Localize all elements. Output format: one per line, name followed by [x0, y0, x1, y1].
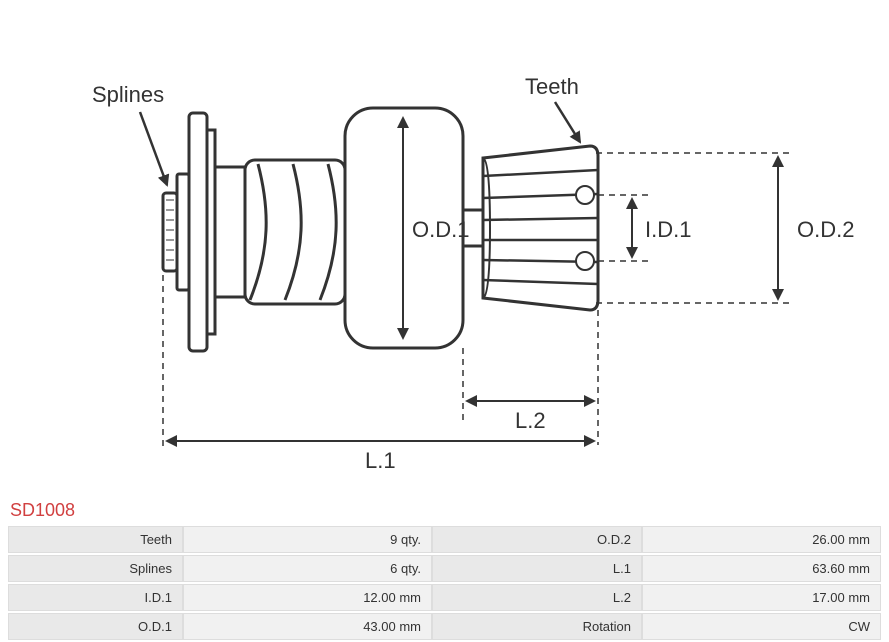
- label-splines: Splines: [92, 82, 164, 107]
- technical-diagram: O.D.1 I.D.1 O.D.2: [0, 0, 889, 490]
- spec-label: L.2: [432, 584, 642, 611]
- label-l1: L.1: [365, 448, 396, 473]
- spec-value: 43.00 mm: [183, 613, 432, 640]
- part-number: SD1008: [10, 500, 75, 521]
- table-row: O.D.1 43.00 mm Rotation CW: [8, 613, 881, 640]
- spec-label: Splines: [8, 555, 183, 582]
- spec-label: Teeth: [8, 526, 183, 553]
- spec-label: Rotation: [432, 613, 642, 640]
- table-row: I.D.1 12.00 mm L.2 17.00 mm: [8, 584, 881, 611]
- table-row: Splines 6 qty. L.1 63.60 mm: [8, 555, 881, 582]
- label-teeth: Teeth: [525, 74, 579, 99]
- spec-value: CW: [642, 613, 881, 640]
- spec-value: 17.00 mm: [642, 584, 881, 611]
- spec-label: O.D.2: [432, 526, 642, 553]
- label-od2: O.D.2: [797, 217, 854, 242]
- label-l2: L.2: [515, 408, 546, 433]
- spec-label: I.D.1: [8, 584, 183, 611]
- spec-value: 9 qty.: [183, 526, 432, 553]
- label-od1: O.D.1: [412, 217, 469, 242]
- spec-value: 26.00 mm: [642, 526, 881, 553]
- specs-tbody: Teeth 9 qty. O.D.2 26.00 mm Splines 6 qt…: [8, 526, 881, 640]
- table-row: Teeth 9 qty. O.D.2 26.00 mm: [8, 526, 881, 553]
- diagram-svg: O.D.1 I.D.1 O.D.2: [0, 0, 889, 490]
- specs-table: Teeth 9 qty. O.D.2 26.00 mm Splines 6 qt…: [8, 524, 881, 642]
- spec-value: 12.00 mm: [183, 584, 432, 611]
- spec-value: 6 qty.: [183, 555, 432, 582]
- spec-label: L.1: [432, 555, 642, 582]
- label-id1: I.D.1: [645, 217, 691, 242]
- page-container: O.D.1 I.D.1 O.D.2: [0, 0, 889, 634]
- spec-label: O.D.1: [8, 613, 183, 640]
- spec-value: 63.60 mm: [642, 555, 881, 582]
